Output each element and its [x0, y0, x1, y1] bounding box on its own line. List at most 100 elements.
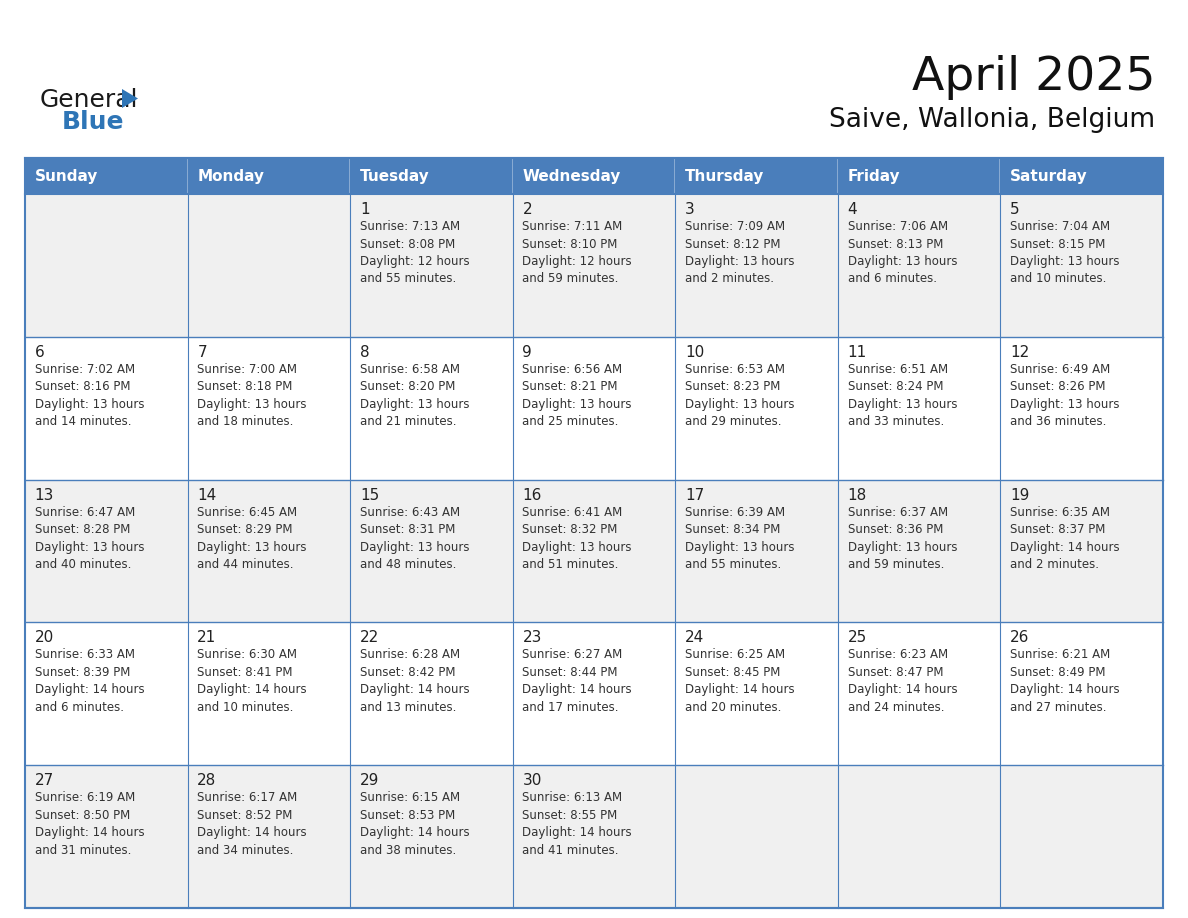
- Text: 24: 24: [685, 631, 704, 645]
- Bar: [513, 622, 675, 766]
- Text: 5: 5: [1010, 202, 1019, 217]
- Bar: [675, 337, 838, 479]
- Text: April 2025: April 2025: [911, 55, 1155, 100]
- Bar: [675, 479, 838, 622]
- Bar: [25, 766, 188, 908]
- Text: Sunrise: 6:49 AM
Sunset: 8:26 PM
Daylight: 13 hours
and 36 minutes.: Sunrise: 6:49 AM Sunset: 8:26 PM Dayligh…: [1010, 363, 1119, 429]
- Bar: [25, 479, 188, 622]
- Text: 1: 1: [360, 202, 369, 217]
- Text: Sunrise: 7:11 AM
Sunset: 8:10 PM
Daylight: 12 hours
and 59 minutes.: Sunrise: 7:11 AM Sunset: 8:10 PM Dayligh…: [523, 220, 632, 285]
- Bar: [350, 622, 513, 766]
- Text: Sunrise: 6:27 AM
Sunset: 8:44 PM
Daylight: 14 hours
and 17 minutes.: Sunrise: 6:27 AM Sunset: 8:44 PM Dayligh…: [523, 648, 632, 714]
- Text: Sunday: Sunday: [34, 169, 99, 184]
- Bar: [675, 194, 838, 337]
- Bar: [513, 479, 675, 622]
- Text: 26: 26: [1010, 631, 1030, 645]
- Text: Monday: Monday: [197, 169, 264, 184]
- Text: 10: 10: [685, 345, 704, 360]
- Text: 27: 27: [34, 773, 53, 789]
- Text: 22: 22: [360, 631, 379, 645]
- Text: Saturday: Saturday: [1010, 169, 1088, 184]
- Bar: [1000, 337, 1163, 479]
- Bar: [25, 158, 188, 194]
- Bar: [350, 766, 513, 908]
- Text: Sunrise: 7:00 AM
Sunset: 8:18 PM
Daylight: 13 hours
and 18 minutes.: Sunrise: 7:00 AM Sunset: 8:18 PM Dayligh…: [197, 363, 307, 429]
- Bar: [513, 194, 675, 337]
- Text: Sunrise: 7:04 AM
Sunset: 8:15 PM
Daylight: 13 hours
and 10 minutes.: Sunrise: 7:04 AM Sunset: 8:15 PM Dayligh…: [1010, 220, 1119, 285]
- Bar: [350, 194, 513, 337]
- Bar: [838, 479, 1000, 622]
- Bar: [675, 766, 838, 908]
- Bar: [350, 479, 513, 622]
- Text: 13: 13: [34, 487, 55, 502]
- Text: Sunrise: 6:43 AM
Sunset: 8:31 PM
Daylight: 13 hours
and 48 minutes.: Sunrise: 6:43 AM Sunset: 8:31 PM Dayligh…: [360, 506, 469, 571]
- Bar: [838, 766, 1000, 908]
- Text: 6: 6: [34, 345, 44, 360]
- Text: Sunrise: 6:23 AM
Sunset: 8:47 PM
Daylight: 14 hours
and 24 minutes.: Sunrise: 6:23 AM Sunset: 8:47 PM Dayligh…: [847, 648, 958, 714]
- Text: 8: 8: [360, 345, 369, 360]
- Bar: [675, 622, 838, 766]
- Text: Sunrise: 6:35 AM
Sunset: 8:37 PM
Daylight: 14 hours
and 2 minutes.: Sunrise: 6:35 AM Sunset: 8:37 PM Dayligh…: [1010, 506, 1120, 571]
- Bar: [1000, 194, 1163, 337]
- Bar: [188, 479, 350, 622]
- Bar: [838, 194, 1000, 337]
- Bar: [25, 337, 188, 479]
- Bar: [513, 337, 675, 479]
- Text: 11: 11: [847, 345, 867, 360]
- Text: Wednesday: Wednesday: [523, 169, 621, 184]
- Text: 28: 28: [197, 773, 216, 789]
- Text: Sunrise: 6:51 AM
Sunset: 8:24 PM
Daylight: 13 hours
and 33 minutes.: Sunrise: 6:51 AM Sunset: 8:24 PM Dayligh…: [847, 363, 958, 429]
- Bar: [25, 622, 188, 766]
- Text: Sunrise: 6:15 AM
Sunset: 8:53 PM
Daylight: 14 hours
and 38 minutes.: Sunrise: 6:15 AM Sunset: 8:53 PM Dayligh…: [360, 791, 469, 856]
- Bar: [188, 766, 350, 908]
- Text: Sunrise: 6:45 AM
Sunset: 8:29 PM
Daylight: 13 hours
and 44 minutes.: Sunrise: 6:45 AM Sunset: 8:29 PM Dayligh…: [197, 506, 307, 571]
- Text: Saive, Wallonia, Belgium: Saive, Wallonia, Belgium: [829, 107, 1155, 133]
- Text: 17: 17: [685, 487, 704, 502]
- Bar: [350, 337, 513, 479]
- Text: Thursday: Thursday: [685, 169, 764, 184]
- Text: 21: 21: [197, 631, 216, 645]
- Bar: [188, 194, 350, 337]
- Text: Sunrise: 6:39 AM
Sunset: 8:34 PM
Daylight: 13 hours
and 55 minutes.: Sunrise: 6:39 AM Sunset: 8:34 PM Dayligh…: [685, 506, 795, 571]
- Bar: [1000, 766, 1163, 908]
- Bar: [513, 158, 675, 194]
- Text: Sunrise: 6:17 AM
Sunset: 8:52 PM
Daylight: 14 hours
and 34 minutes.: Sunrise: 6:17 AM Sunset: 8:52 PM Dayligh…: [197, 791, 307, 856]
- Polygon shape: [122, 89, 138, 108]
- Bar: [25, 194, 188, 337]
- Text: 7: 7: [197, 345, 207, 360]
- Bar: [188, 158, 350, 194]
- Bar: [188, 622, 350, 766]
- Text: Sunrise: 6:53 AM
Sunset: 8:23 PM
Daylight: 13 hours
and 29 minutes.: Sunrise: 6:53 AM Sunset: 8:23 PM Dayligh…: [685, 363, 795, 429]
- Text: Sunrise: 6:47 AM
Sunset: 8:28 PM
Daylight: 13 hours
and 40 minutes.: Sunrise: 6:47 AM Sunset: 8:28 PM Dayligh…: [34, 506, 144, 571]
- Text: Friday: Friday: [847, 169, 901, 184]
- Bar: [1000, 158, 1163, 194]
- Text: 30: 30: [523, 773, 542, 789]
- Text: Sunrise: 6:56 AM
Sunset: 8:21 PM
Daylight: 13 hours
and 25 minutes.: Sunrise: 6:56 AM Sunset: 8:21 PM Dayligh…: [523, 363, 632, 429]
- Bar: [25, 158, 1163, 908]
- Text: 4: 4: [847, 202, 858, 217]
- Bar: [1000, 622, 1163, 766]
- Text: 29: 29: [360, 773, 379, 789]
- Text: Sunrise: 6:33 AM
Sunset: 8:39 PM
Daylight: 14 hours
and 6 minutes.: Sunrise: 6:33 AM Sunset: 8:39 PM Dayligh…: [34, 648, 145, 714]
- Text: 25: 25: [847, 631, 867, 645]
- Text: 23: 23: [523, 631, 542, 645]
- Bar: [350, 158, 513, 194]
- Text: Sunrise: 6:25 AM
Sunset: 8:45 PM
Daylight: 14 hours
and 20 minutes.: Sunrise: 6:25 AM Sunset: 8:45 PM Dayligh…: [685, 648, 795, 714]
- Text: Blue: Blue: [62, 110, 125, 134]
- Text: 3: 3: [685, 202, 695, 217]
- Text: Sunrise: 6:37 AM
Sunset: 8:36 PM
Daylight: 13 hours
and 59 minutes.: Sunrise: 6:37 AM Sunset: 8:36 PM Dayligh…: [847, 506, 958, 571]
- Bar: [1000, 479, 1163, 622]
- Text: Sunrise: 6:21 AM
Sunset: 8:49 PM
Daylight: 14 hours
and 27 minutes.: Sunrise: 6:21 AM Sunset: 8:49 PM Dayligh…: [1010, 648, 1120, 714]
- Text: Sunrise: 7:13 AM
Sunset: 8:08 PM
Daylight: 12 hours
and 55 minutes.: Sunrise: 7:13 AM Sunset: 8:08 PM Dayligh…: [360, 220, 469, 285]
- Text: Sunrise: 7:09 AM
Sunset: 8:12 PM
Daylight: 13 hours
and 2 minutes.: Sunrise: 7:09 AM Sunset: 8:12 PM Dayligh…: [685, 220, 795, 285]
- Text: 2: 2: [523, 202, 532, 217]
- Text: Sunrise: 7:06 AM
Sunset: 8:13 PM
Daylight: 13 hours
and 6 minutes.: Sunrise: 7:06 AM Sunset: 8:13 PM Dayligh…: [847, 220, 958, 285]
- Text: General: General: [40, 88, 139, 112]
- Text: 14: 14: [197, 487, 216, 502]
- Text: 16: 16: [523, 487, 542, 502]
- Bar: [838, 158, 1000, 194]
- Text: Sunrise: 6:30 AM
Sunset: 8:41 PM
Daylight: 14 hours
and 10 minutes.: Sunrise: 6:30 AM Sunset: 8:41 PM Dayligh…: [197, 648, 307, 714]
- Text: 12: 12: [1010, 345, 1030, 360]
- Text: 18: 18: [847, 487, 867, 502]
- Text: 19: 19: [1010, 487, 1030, 502]
